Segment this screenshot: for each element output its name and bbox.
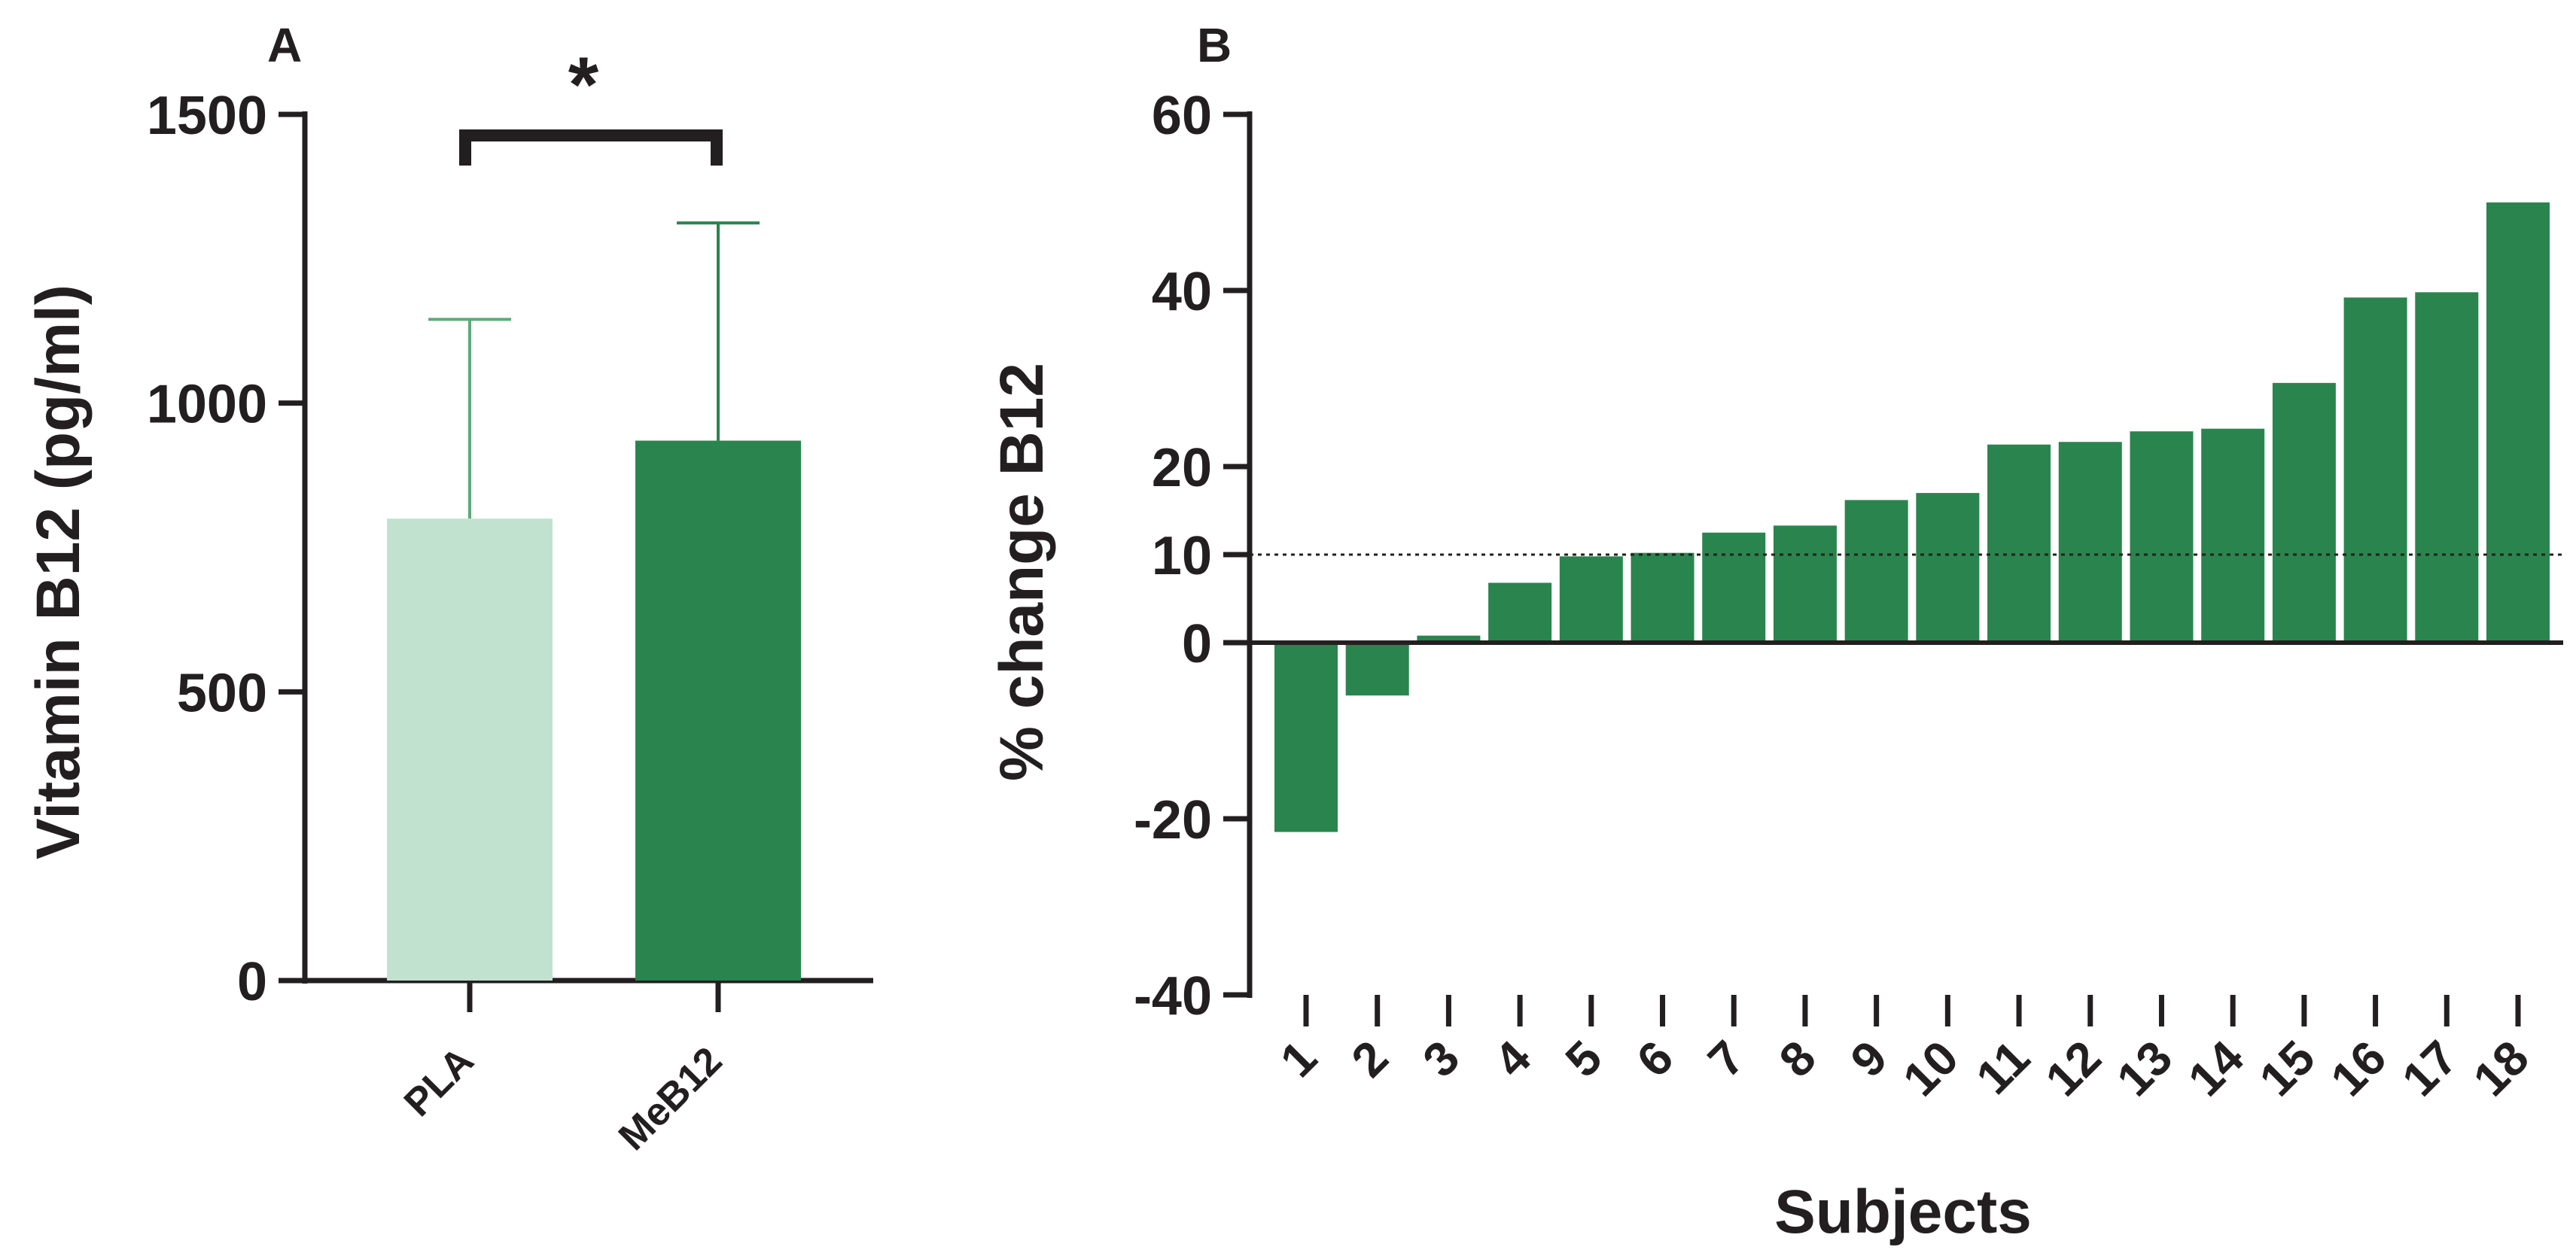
panel-b-y-axis-title: % change B12 <box>988 363 1056 781</box>
panel-b-x-tick-label: 2 <box>1341 1030 1399 1087</box>
panel-b-x-axis-title: Subjects <box>1774 1178 2032 1246</box>
panel-a-bar-pla <box>387 519 553 981</box>
subject-bar-1 <box>1274 643 1338 832</box>
panel-a-x-tick-label: MeB12 <box>611 1039 731 1159</box>
panel-a-x-tick-label: PLA <box>396 1039 483 1125</box>
panel-b-x-tick-label: 15 <box>2249 1030 2325 1106</box>
panel-b-x-tick-label: 12 <box>2035 1030 2111 1106</box>
panel-a-letter: A <box>267 18 302 72</box>
panel-b-x-tick-label: 5 <box>1555 1030 1612 1087</box>
panel-b-x-tick-label: 4 <box>1484 1030 1541 1087</box>
subject-bar-10 <box>1916 493 1980 643</box>
panel-b-x-tick-label: 17 <box>2392 1030 2468 1106</box>
panel-a-y-tick-label: 500 <box>177 663 267 723</box>
panel-b-x-tick-label: 6 <box>1626 1030 1683 1087</box>
panel-b-x-tick-label: 16 <box>2320 1030 2396 1106</box>
panel-a-y-tick-label: 1000 <box>147 375 267 435</box>
panel-b-y-tick-label: -40 <box>1134 966 1212 1026</box>
panel-b-y-tick-label: 10 <box>1152 526 1212 586</box>
panel-a-bar-meb12 <box>635 440 801 981</box>
panel-b-x-tick-label: 7 <box>1698 1030 1755 1087</box>
panel-b-y-tick-label: 20 <box>1152 438 1212 498</box>
subject-bar-16 <box>2343 297 2407 643</box>
subject-bar-11 <box>1987 444 2051 643</box>
panel-b-x-tick-label: 14 <box>2178 1030 2255 1107</box>
panel-b: B % change B12 Subjects -40 -20 0 10 20 40 60 1… <box>988 18 2563 1246</box>
panel-b-x-tick-label: 8 <box>1769 1030 1826 1087</box>
subject-bar-6 <box>1631 552 1694 643</box>
subject-bar-12 <box>2058 442 2122 643</box>
subject-bar-14 <box>2201 428 2265 643</box>
subject-bar-2 <box>1345 643 1409 696</box>
panel-b-y-tick-label: 40 <box>1152 262 1212 322</box>
panel-a-y-tick-label: 1500 <box>147 86 267 146</box>
panel-a-y-axis-title: Vitamin B12 (pg/ml) <box>24 284 93 859</box>
panel-a: A * Vitamin B12 (pg/ml) 0 500 1000 1500 PLA M… <box>24 18 873 1159</box>
panel-b-x-tick-label: 9 <box>1840 1030 1897 1087</box>
subject-bar-18 <box>2486 202 2550 643</box>
panel-a-marks: 0 500 1000 1500 PLA MeB12 <box>147 86 873 1159</box>
subject-bar-5 <box>1559 556 1623 643</box>
significance-star: * <box>568 41 599 129</box>
subject-bar-7 <box>1702 532 1766 643</box>
panel-b-x-tick-label: 10 <box>1892 1030 1969 1106</box>
panel-a-y-tick-label: 0 <box>237 952 267 1012</box>
subject-bar-15 <box>2272 382 2336 643</box>
subject-bar-8 <box>1773 525 1837 643</box>
panel-b-x-tick-label: 13 <box>2106 1030 2182 1106</box>
panel-b-x-tick-label: 18 <box>2463 1030 2539 1106</box>
subject-bar-4 <box>1488 582 1552 643</box>
panel-b-x-tick-label: 11 <box>1965 1030 2040 1105</box>
panel-b-y-tick-label: -20 <box>1134 790 1212 850</box>
subject-bar-3 <box>1417 635 1481 643</box>
panel-b-x-tick-label: 1 <box>1270 1030 1327 1087</box>
subject-bar-13 <box>2130 431 2194 643</box>
panel-b-y-tick-label: 60 <box>1152 86 1212 146</box>
panel-b-letter: B <box>1197 18 1232 72</box>
panel-b-y-tick-label: 0 <box>1182 614 1212 674</box>
subject-bar-9 <box>1844 500 1908 643</box>
significance-bracket <box>459 129 723 166</box>
subject-bar-17 <box>2415 292 2479 643</box>
panel-b-x-tick-label: 3 <box>1412 1030 1469 1087</box>
